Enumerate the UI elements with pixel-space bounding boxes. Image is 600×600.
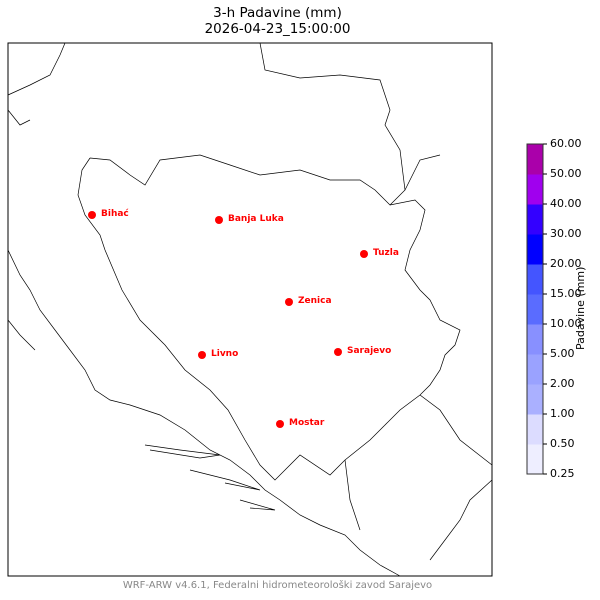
city-label: Livno [211, 349, 238, 359]
city-marker [198, 351, 206, 359]
city-label: Zenica [298, 296, 332, 306]
border-north-east [259, 42, 406, 206]
city-tuzla: Tuzla [360, 248, 399, 258]
colorbar-tick-label: 60.00 [550, 137, 582, 150]
colorbar-tick-label: 30.00 [550, 227, 582, 240]
island-3 [239, 499, 276, 511]
city-banja-luka: Banja Luka [215, 214, 284, 224]
colorbar-segment [527, 444, 543, 475]
colorbar-segment [527, 294, 543, 325]
colorbar-segment [527, 354, 543, 385]
map-frame [7, 42, 493, 577]
map-timestamp: 2026-04-23_15:00:00 [204, 21, 351, 37]
border-north-east-2 [404, 154, 441, 191]
city-label: Mostar [289, 418, 325, 428]
city-mostar: Mostar [276, 418, 325, 428]
city-marker [334, 348, 342, 356]
border-north [7, 42, 66, 96]
border-montenegro [344, 459, 361, 531]
colorbar-tick-label: 0.25 [550, 467, 575, 480]
colorbar-tick-label: 50.00 [550, 167, 582, 180]
city-marker [276, 420, 284, 428]
colorbar-segment [527, 144, 543, 175]
colorbar-tick-label: 1.00 [550, 407, 575, 420]
city-label: Sarajevo [347, 346, 391, 356]
coast-west [7, 319, 36, 351]
city-zenica: Zenica [285, 296, 332, 306]
border-east [419, 394, 493, 466]
city-label: Bihać [101, 208, 129, 219]
map-title: 3-h Padavine (mm) [213, 5, 342, 21]
colorbar-segment [527, 264, 543, 295]
city-sarajevo: Sarajevo [334, 346, 391, 356]
city-label: Banja Luka [228, 214, 284, 224]
footer-credit: WRF-ARW v4.6.1, Federalni hidrometeorolo… [122, 580, 433, 591]
city-marker [360, 250, 368, 258]
city-bihac: Bihać [88, 208, 129, 219]
colorbar-segment [527, 384, 543, 415]
colorbar-segment [527, 414, 543, 445]
colorbar-tick-label: 20.00 [550, 257, 582, 270]
city-livno: Livno [198, 349, 238, 359]
city-marker [285, 298, 293, 306]
colorbar [526, 143, 547, 475]
coastline [7, 249, 401, 577]
colorbar-tick-label: 40.00 [550, 197, 582, 210]
colorbar-frame [526, 143, 544, 475]
city-marker [215, 216, 223, 224]
island-1 [144, 444, 221, 459]
colorbar-segment [527, 174, 543, 205]
colorbar-tick-label: 2.00 [550, 377, 575, 390]
bih-border [77, 154, 461, 481]
colorbar-label: Padavine (mm) [574, 266, 587, 350]
city-marker [88, 211, 96, 219]
island-2 [189, 469, 261, 491]
borders [7, 42, 493, 577]
colorbar-segment [527, 204, 543, 235]
colorbar-tick-label: 0.50 [550, 437, 575, 450]
colorbar-tick-label: 10.00 [550, 317, 582, 330]
coast-north-west [7, 109, 31, 126]
colorbar-tick-label: 15.00 [550, 287, 582, 300]
border-south-east [429, 479, 493, 561]
colorbar-segment [527, 324, 543, 355]
city-label: Tuzla [373, 248, 399, 258]
colorbar-segment [527, 234, 543, 265]
colorbar-tick-label: 5.00 [550, 347, 575, 360]
